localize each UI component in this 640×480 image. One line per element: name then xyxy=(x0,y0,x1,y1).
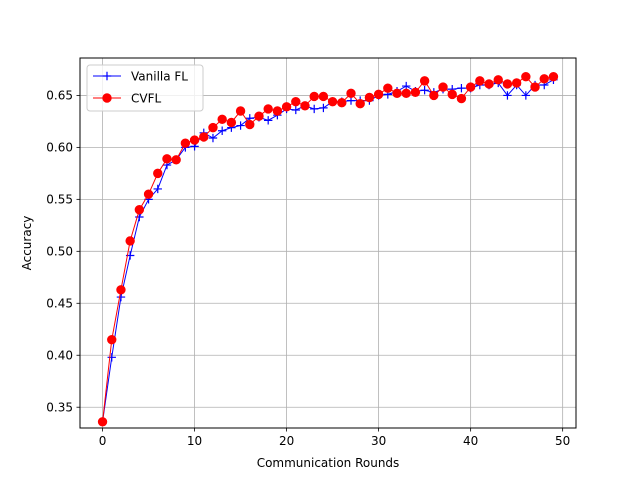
data-point xyxy=(217,126,227,135)
data-point xyxy=(107,353,116,362)
data-point xyxy=(457,83,466,93)
data-point xyxy=(143,189,154,199)
data-point xyxy=(263,116,273,125)
data-point xyxy=(235,106,246,116)
data-point xyxy=(291,105,300,115)
data-point xyxy=(319,103,328,113)
data-point xyxy=(162,154,172,164)
series-cvfl xyxy=(97,72,559,427)
series-layer xyxy=(97,72,559,427)
data-point xyxy=(208,133,218,143)
data-point xyxy=(272,106,283,116)
data-point xyxy=(254,111,264,121)
x-tick-label: 30 xyxy=(371,434,386,448)
data-point xyxy=(217,114,227,125)
data-point xyxy=(521,72,531,82)
data-point xyxy=(107,334,117,345)
plot-area xyxy=(80,58,576,428)
data-point xyxy=(208,122,218,133)
data-point xyxy=(236,121,245,130)
data-point xyxy=(373,89,384,100)
x-tick-label: 10 xyxy=(187,434,202,448)
y-tick-label: 0.55 xyxy=(46,193,73,207)
legend-marker xyxy=(102,93,112,103)
data-point xyxy=(539,74,549,84)
y-tick-label: 0.50 xyxy=(46,245,73,259)
y-axis: 0.35 0.40 0.45 0.50 0.55 0.60 0.65 xyxy=(46,89,80,415)
x-axis-label: Communication Rounds xyxy=(257,456,400,470)
y-tick-label: 0.65 xyxy=(46,89,73,103)
data-point xyxy=(438,82,448,92)
data-point xyxy=(97,417,108,427)
y-axis-label: Accuracy xyxy=(20,216,34,271)
grid xyxy=(80,58,576,428)
data-point xyxy=(364,92,375,103)
data-point xyxy=(484,79,494,89)
data-point xyxy=(153,168,163,179)
data-point xyxy=(392,88,402,99)
x-tick-label: 50 xyxy=(555,434,570,448)
y-tick-label: 0.60 xyxy=(46,141,73,155)
data-point xyxy=(419,76,430,86)
data-point xyxy=(245,119,255,130)
data-point xyxy=(465,82,476,92)
data-point xyxy=(134,205,145,215)
x-axis: 0 10 20 30 40 50 xyxy=(99,428,570,448)
legend-label: CVFL xyxy=(131,92,161,106)
data-point xyxy=(125,236,135,246)
y-tick-label: 0.35 xyxy=(46,401,73,415)
x-tick-label: 40 xyxy=(463,434,478,448)
data-point xyxy=(530,82,540,92)
data-point xyxy=(153,184,162,194)
legend-label: Vanilla FL xyxy=(131,70,188,84)
data-point xyxy=(493,75,503,85)
data-point xyxy=(291,96,301,107)
y-tick-label: 0.40 xyxy=(46,349,73,363)
data-point xyxy=(226,117,237,128)
data-point xyxy=(309,91,319,102)
data-point xyxy=(521,91,531,100)
data-point xyxy=(309,104,319,114)
data-point xyxy=(189,135,200,145)
data-point xyxy=(327,96,338,107)
data-point xyxy=(410,87,421,97)
data-point xyxy=(199,132,209,142)
data-point xyxy=(383,83,393,93)
data-point xyxy=(116,285,126,295)
legend-marker xyxy=(102,71,112,81)
data-point xyxy=(355,99,365,109)
data-point xyxy=(447,89,457,100)
data-point xyxy=(456,93,467,104)
data-point xyxy=(420,86,429,95)
x-tick-label: 0 xyxy=(99,434,107,448)
data-point xyxy=(337,97,347,108)
data-point xyxy=(281,102,292,112)
data-point xyxy=(511,78,522,88)
legend: Vanilla FL CVFL xyxy=(86,64,204,112)
data-point xyxy=(475,76,485,86)
data-point xyxy=(346,88,356,99)
data-point xyxy=(171,155,181,165)
data-point xyxy=(263,104,273,114)
data-point xyxy=(180,138,191,148)
y-tick-label: 0.45 xyxy=(46,297,73,311)
data-point xyxy=(502,79,513,89)
data-point xyxy=(503,91,512,100)
data-point xyxy=(318,91,329,102)
data-point xyxy=(429,90,439,101)
data-point xyxy=(401,88,411,99)
x-tick-label: 20 xyxy=(279,434,294,448)
data-point xyxy=(300,101,310,111)
plot-frame xyxy=(79,57,577,429)
data-point xyxy=(548,72,559,82)
